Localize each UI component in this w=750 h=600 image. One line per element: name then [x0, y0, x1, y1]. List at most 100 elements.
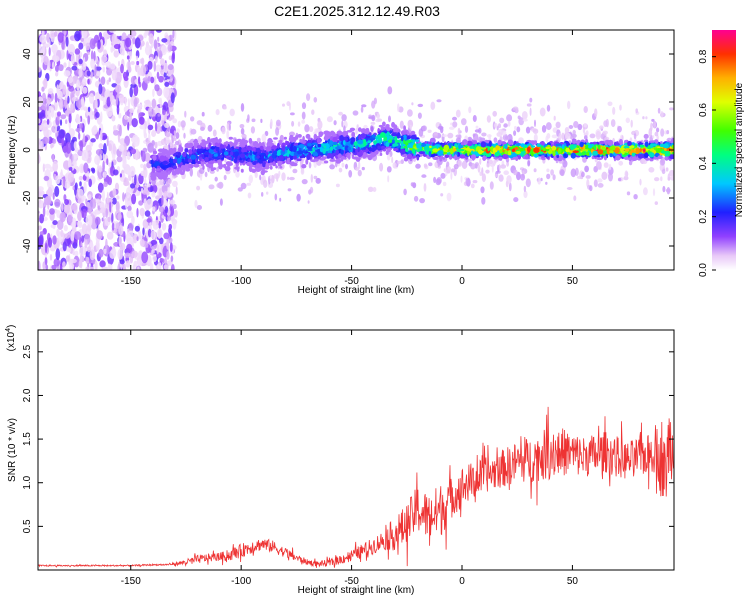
heatmap-cell	[261, 133, 267, 142]
heatmap-cell	[492, 160, 496, 166]
heatmap-cell	[595, 130, 601, 140]
heatmap-cell	[270, 118, 273, 128]
heatmap-cell	[653, 120, 657, 129]
heatmap-cell	[108, 77, 112, 82]
heatmap-cell	[42, 136, 49, 144]
heatmap-cell	[167, 191, 172, 198]
heatmap-cell	[259, 145, 264, 151]
heatmap-cell	[71, 96, 79, 102]
heatmap-cell	[193, 163, 200, 168]
heatmap-cell	[261, 192, 264, 197]
heatmap-cell	[411, 102, 414, 106]
heatmap-cell	[331, 131, 336, 137]
heatmap-cell	[317, 120, 323, 130]
heatmap-cell	[657, 155, 663, 160]
heatmap-cell	[442, 181, 447, 187]
heatmap-cell	[38, 118, 41, 124]
heatmap-cell	[160, 58, 165, 66]
heatmap-cell	[127, 205, 132, 212]
heatmap-cell	[361, 104, 367, 108]
heatmap-cell	[228, 123, 231, 131]
heatmap-cell	[318, 131, 324, 136]
heatmap-cell	[514, 125, 517, 131]
heatmap-cell	[76, 79, 81, 92]
heatmap-cell	[260, 158, 267, 162]
heatmap-cell	[613, 152, 618, 157]
heatmap-cell	[123, 76, 129, 82]
heatmap-cell	[116, 155, 123, 163]
heatmap-cell	[406, 153, 413, 160]
heatmap-cell	[161, 195, 164, 206]
heatmap-cell	[177, 120, 182, 128]
heatmap-cell	[169, 148, 173, 153]
heatmap-cell	[660, 176, 663, 182]
heatmap-cell	[138, 76, 141, 85]
heatmap-cell	[151, 191, 156, 198]
heatmap-cell	[387, 139, 392, 143]
heatmap-cell	[83, 57, 86, 68]
heatmap-cell	[164, 206, 169, 214]
heatmap-cell	[118, 94, 125, 103]
heatmap-cell	[98, 143, 104, 149]
heatmap-cell	[468, 106, 472, 114]
heatmap-cell	[368, 146, 373, 152]
heatmap-cell	[479, 171, 483, 177]
heatmap-cell	[584, 165, 589, 173]
heatmap-cell	[152, 255, 157, 263]
heatmap-cell	[614, 147, 620, 154]
heatmap-cell	[154, 121, 158, 132]
heatmap-cell	[150, 186, 153, 192]
heatmap-cell	[117, 212, 122, 221]
heatmap-cell	[439, 156, 443, 162]
heatmap-cell	[140, 57, 145, 65]
heatmap-cell	[292, 155, 298, 160]
heatmap-cell	[452, 116, 457, 121]
heatmap-cell	[162, 147, 165, 154]
heatmap-cell	[130, 83, 137, 88]
heatmap-cell	[167, 64, 174, 71]
heatmap-cell	[663, 143, 669, 149]
heatmap-cell	[482, 155, 487, 161]
heatmap-cell	[162, 101, 169, 112]
heatmap-cell	[94, 260, 98, 270]
heatmap-cell	[516, 126, 521, 133]
heatmap-cell	[124, 252, 131, 258]
heatmap-cell	[313, 97, 318, 103]
heatmap-cell	[216, 166, 220, 172]
heatmap-cell	[341, 162, 345, 168]
heatmap-cell	[338, 111, 343, 116]
heatmap-cell	[144, 44, 152, 56]
heatmap-cell	[423, 145, 430, 151]
heatmap-cell	[427, 129, 432, 133]
heatmap-cell	[319, 146, 323, 153]
heatmap-cell	[459, 154, 466, 159]
heatmap-cell	[639, 144, 645, 148]
heatmap-cell	[86, 51, 90, 56]
heatmap-cell	[133, 97, 138, 108]
heatmap-cell	[522, 150, 526, 155]
heatmap-cell	[130, 76, 136, 85]
heatmap-cell	[163, 232, 170, 240]
heatmap-cell	[210, 146, 216, 150]
heatmap-cell	[202, 165, 205, 170]
heatmap-cell	[190, 116, 195, 122]
heatmap-cell	[208, 161, 214, 165]
heatmap-cell	[178, 146, 184, 153]
heatmap-cell	[546, 173, 551, 180]
heatmap-cell	[275, 127, 280, 136]
heatmap-cell	[164, 81, 170, 87]
heatmap-cell	[158, 75, 164, 83]
heatmap-cell	[51, 61, 55, 69]
heatmap-cell	[249, 164, 255, 168]
heatmap-cell	[597, 178, 603, 183]
heatmap-cell	[305, 133, 311, 139]
heatmap-cell	[237, 187, 243, 192]
heatmap-cell	[601, 146, 606, 151]
heatmap-cell	[111, 212, 114, 224]
heatmap-cell	[177, 159, 181, 164]
heatmap-cell	[248, 174, 253, 184]
heatmap-cell	[160, 172, 164, 178]
heatmap-cell	[188, 163, 194, 169]
heatmap-cell	[360, 133, 367, 139]
heatmap-cell	[508, 150, 512, 155]
